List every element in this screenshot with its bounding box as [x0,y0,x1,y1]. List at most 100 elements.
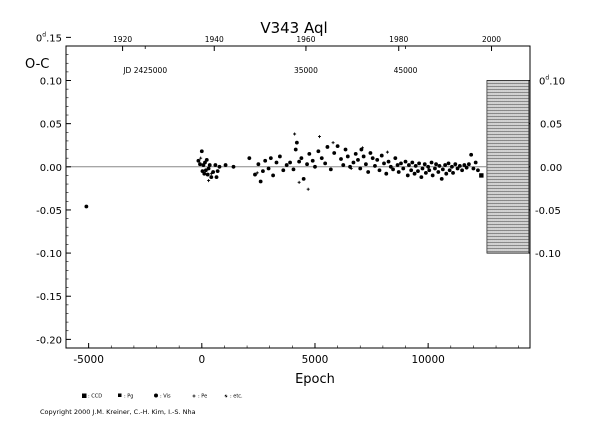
vis-point [293,147,298,152]
vis-point [339,157,343,161]
legend-label: : Vis [160,394,171,400]
pe-point [293,132,297,136]
left-tick-label: -0.05 [36,206,62,217]
vis-point [204,157,209,162]
right-unit-mark: d [545,75,549,82]
vis-point [391,167,395,172]
vis-point [291,167,296,172]
vis-point [440,167,445,172]
vis-point [217,164,222,169]
pe-point [209,172,213,176]
vis-point [263,158,268,163]
right-tick-label: -0.10 [535,249,561,260]
vis-point [471,166,476,171]
vis-point [202,171,207,176]
vis-point [417,161,421,166]
vis-point [223,163,228,167]
jd-label: 35000 [294,66,318,75]
legend-marker-dot [154,393,158,398]
right-tick-label: 0.00 [540,163,562,174]
vis-point [450,164,454,169]
vis-point [439,176,444,181]
vis-point [436,170,441,174]
vis-point [297,159,302,164]
vis-point [420,166,425,171]
vis-point [205,172,210,177]
vis-point [476,168,480,173]
vis-point [460,168,464,173]
vis-point [412,171,417,176]
vis-point [268,156,273,161]
vis-point [366,170,371,174]
vis-point [403,159,408,164]
vis-point [294,140,299,145]
vis-point [353,151,358,156]
top-year-label: 1960 [296,35,315,44]
vis-point [384,171,389,176]
vis-point [301,176,306,181]
vis-point [206,166,211,171]
vis-point [358,166,363,171]
vis-point [377,168,382,173]
vis-point [464,165,469,170]
right-tick-label: -0.05 [535,206,561,217]
chart-title: V343 Aql [260,19,327,37]
right-tick-label-frac: .10 [549,77,565,88]
vis-point [313,164,317,169]
left-tick-label: 0.00 [40,163,62,174]
x-axis-label: Epoch [295,372,335,387]
pe-point [318,135,322,139]
vis-point [466,162,471,167]
vis-point [451,170,455,175]
pe-point [331,141,335,145]
vis-point [370,156,375,161]
vis-point [361,154,366,159]
vis-point [345,154,350,159]
vis-point [379,153,384,158]
vis-point [325,145,330,149]
vis-point [203,168,208,173]
vis-point [396,170,401,174]
axis-ticks [65,36,530,348]
legend-label: : etc. [230,394,243,400]
plot-frame [65,45,531,349]
vis-point [274,160,279,165]
vis-point [310,158,315,163]
pe-point [361,146,365,150]
vis-point [284,163,289,167]
pe-point [255,171,259,175]
vis-point [469,152,474,157]
pg-point [479,173,484,178]
legend-marker-square [118,393,122,397]
vis-point [266,166,271,171]
vis-point [196,158,201,163]
bottom-tick-label: 5000 [302,354,329,366]
vis-point [316,149,321,154]
vis-point [447,168,452,173]
vis-point [323,161,328,166]
legend-label: : Pe [198,394,207,400]
vis-point [401,166,406,171]
legend-marker-plus [192,394,196,398]
left-tick-label: 0.05 [40,120,62,131]
vis-point [457,164,462,168]
vis-point [214,175,219,180]
vis-point [281,168,286,173]
vis-point [341,163,346,167]
vis-point [429,160,434,165]
vis-point [423,170,428,175]
vis-point [256,162,261,167]
vis-point [413,164,418,168]
left-tick-label: 0d.15 [36,31,62,44]
vis-point [332,151,337,155]
vis-point [288,160,292,165]
left-unit-mark: d [42,31,46,38]
vis-point [410,160,415,165]
right-tick-label: 0d.10 [539,75,565,88]
right-tick-label-int: 0 [539,77,545,88]
vis-point [261,169,265,174]
pe-point [306,187,310,191]
vis-point [277,154,282,159]
vis-point [430,173,435,178]
